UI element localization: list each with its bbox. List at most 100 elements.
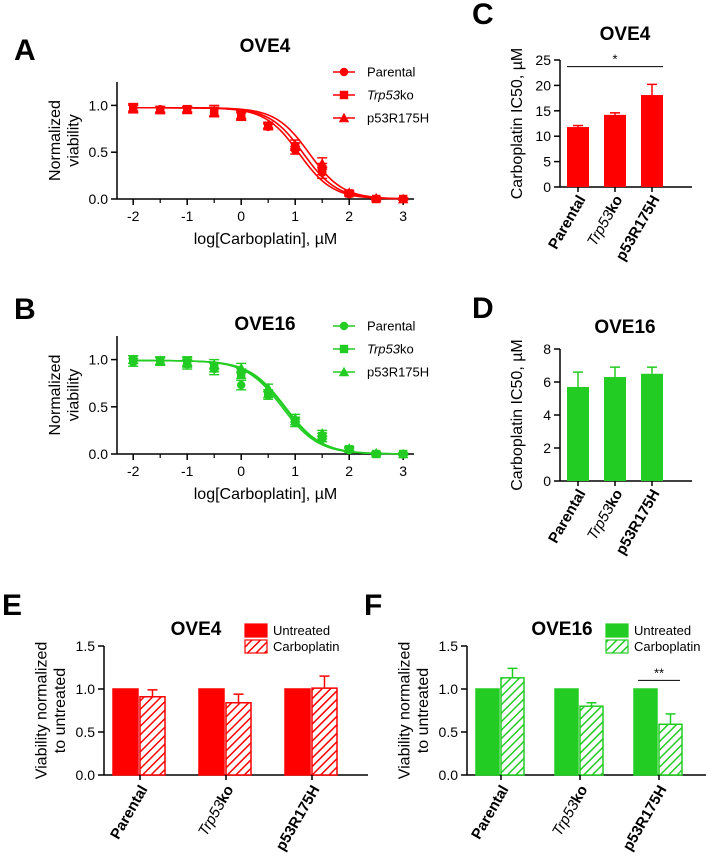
data-point (209, 359, 220, 369)
y-axis-label: Carboplatin IC50, µM (509, 339, 526, 491)
x-tick-label: 3 (399, 208, 407, 224)
x-tick-label: 3 (399, 463, 407, 479)
chart-title: OVE16 (531, 619, 592, 640)
data-point (182, 356, 193, 366)
bar-untreated-p53r175h (633, 688, 658, 776)
y-tick-label: 0.0 (89, 191, 109, 207)
fit-curve (133, 359, 404, 455)
y-tick-label: 1.0 (439, 681, 459, 697)
legend-swatch (244, 639, 268, 654)
data-point (344, 187, 355, 197)
data-point (236, 109, 247, 119)
x-tick-label: 0 (237, 208, 245, 224)
y-tick-label: 0 (543, 473, 551, 489)
y-axis-label: Viability normalizedto untreated (396, 642, 431, 780)
y-axis-label: Normalizedviability (47, 100, 82, 181)
bar-carboplatin-parental (139, 695, 166, 776)
chart-ove4-ic50: OVE40510152025ParentalTrp53kop53R175H*Ca… (509, 24, 692, 264)
chart-ove16-dose-response: OVE16 0.0 0.5 1.0 -2 -1 0 1 2 3 log[Carboplatin], … (47, 314, 429, 503)
bar-trp53ko (604, 114, 626, 187)
legend-label-untreated: Untreated (273, 623, 330, 638)
y-tick-label: 0.5 (439, 724, 459, 740)
x-tick-label: 2 (345, 208, 353, 224)
y-tick-label: 2 (543, 440, 551, 456)
legend-swatch (605, 623, 629, 638)
data-point (317, 158, 328, 168)
data-point (237, 369, 246, 378)
x-tick-label: 2 (345, 463, 353, 479)
category-label-parental: Parental (545, 487, 589, 547)
y-tick-label: 1.0 (89, 352, 109, 368)
x-tick-label: 1 (291, 208, 299, 224)
category-label-p53r175h: p53R175H (272, 783, 323, 854)
bar-carboplatin-parental (500, 677, 525, 776)
bar-carboplatin-trp53ko (225, 702, 252, 776)
chart-title: OVE4 (600, 24, 651, 45)
y-tick-label: 1.5 (439, 638, 459, 654)
x-tick-label: -1 (181, 208, 194, 224)
legend-label-parental: Parental (367, 65, 416, 80)
y-tick-label: 20 (535, 77, 551, 93)
y-tick-label: 1.0 (76, 681, 96, 697)
panel-label-e: E (2, 589, 22, 622)
series-p53r175h (128, 103, 409, 204)
y-tick-label: 0 (543, 179, 551, 195)
legend-label-trp53ko: Trp53ko (367, 88, 414, 103)
bar-carboplatin-p53r175h (311, 687, 338, 776)
legend-label-carboplatin: Carboplatin (634, 639, 701, 654)
legend-label-carboplatin: Carboplatin (273, 639, 340, 654)
fit-curve (133, 359, 404, 455)
y-tick-label: 8 (543, 341, 551, 357)
x-axis-label: log[Carboplatin], µM (194, 486, 338, 503)
y-tick-label: 25 (535, 52, 551, 68)
y-axis-label: Viability normalizedto untreated (33, 642, 68, 780)
data-point (182, 104, 193, 115)
data-point (344, 443, 355, 453)
data-point (263, 382, 274, 393)
category-label-trp53ko: Trp53ko (195, 783, 238, 840)
y-tick-label: 0.0 (76, 767, 96, 783)
legend-marker (338, 366, 350, 377)
legend-marker (338, 112, 350, 123)
legend-swatch (605, 639, 629, 654)
data-point (290, 412, 301, 423)
bar-trp53ko (604, 377, 626, 481)
data-point (155, 355, 166, 365)
data-point (236, 362, 247, 373)
category-label-parental: Parental (545, 193, 589, 253)
data-point (317, 428, 328, 438)
panel-label-b: B (14, 293, 36, 326)
bar-untreated-parental (475, 688, 500, 776)
bar-p53r175h (641, 95, 663, 187)
panel-label-f: F (364, 589, 382, 622)
data-point (237, 380, 246, 390)
y-tick-label: 15 (535, 103, 551, 119)
panel-label-a: A (14, 34, 36, 67)
data-point (264, 389, 273, 398)
y-tick-label: 6 (543, 374, 551, 390)
x-tick-label: 1 (291, 463, 299, 479)
category-label-p53r175h: p53R175H (619, 783, 670, 854)
bar-untreated-trp53ko (198, 688, 225, 776)
y-tick-label: 0.5 (89, 399, 109, 415)
legend-label-trp53ko: Trp53ko (367, 342, 414, 357)
data-point (128, 354, 139, 364)
bar-parental (567, 127, 589, 187)
data-point (155, 104, 166, 115)
x-tick-label: -2 (127, 208, 140, 224)
x-tick-label: -2 (127, 463, 140, 479)
legend-marker (339, 67, 349, 77)
chart-ove16-viability: OVE16 0.0 0.5 1.0 1.5 Parental Trp53ko p53R175H… (396, 619, 706, 854)
y-tick-label: 0.5 (76, 724, 96, 740)
y-tick-label: 1.5 (76, 638, 96, 654)
legend-marker (339, 344, 349, 354)
y-tick-label: 1.0 (89, 97, 109, 113)
data-point (371, 447, 382, 458)
data-point (398, 193, 409, 204)
legend-marker (339, 90, 349, 100)
chart-title: OVE16 (594, 317, 655, 338)
legend-swatch (244, 623, 268, 638)
legend-label-p53r175h: p53R175H (367, 365, 429, 380)
panel-label-c: C (472, 0, 494, 31)
